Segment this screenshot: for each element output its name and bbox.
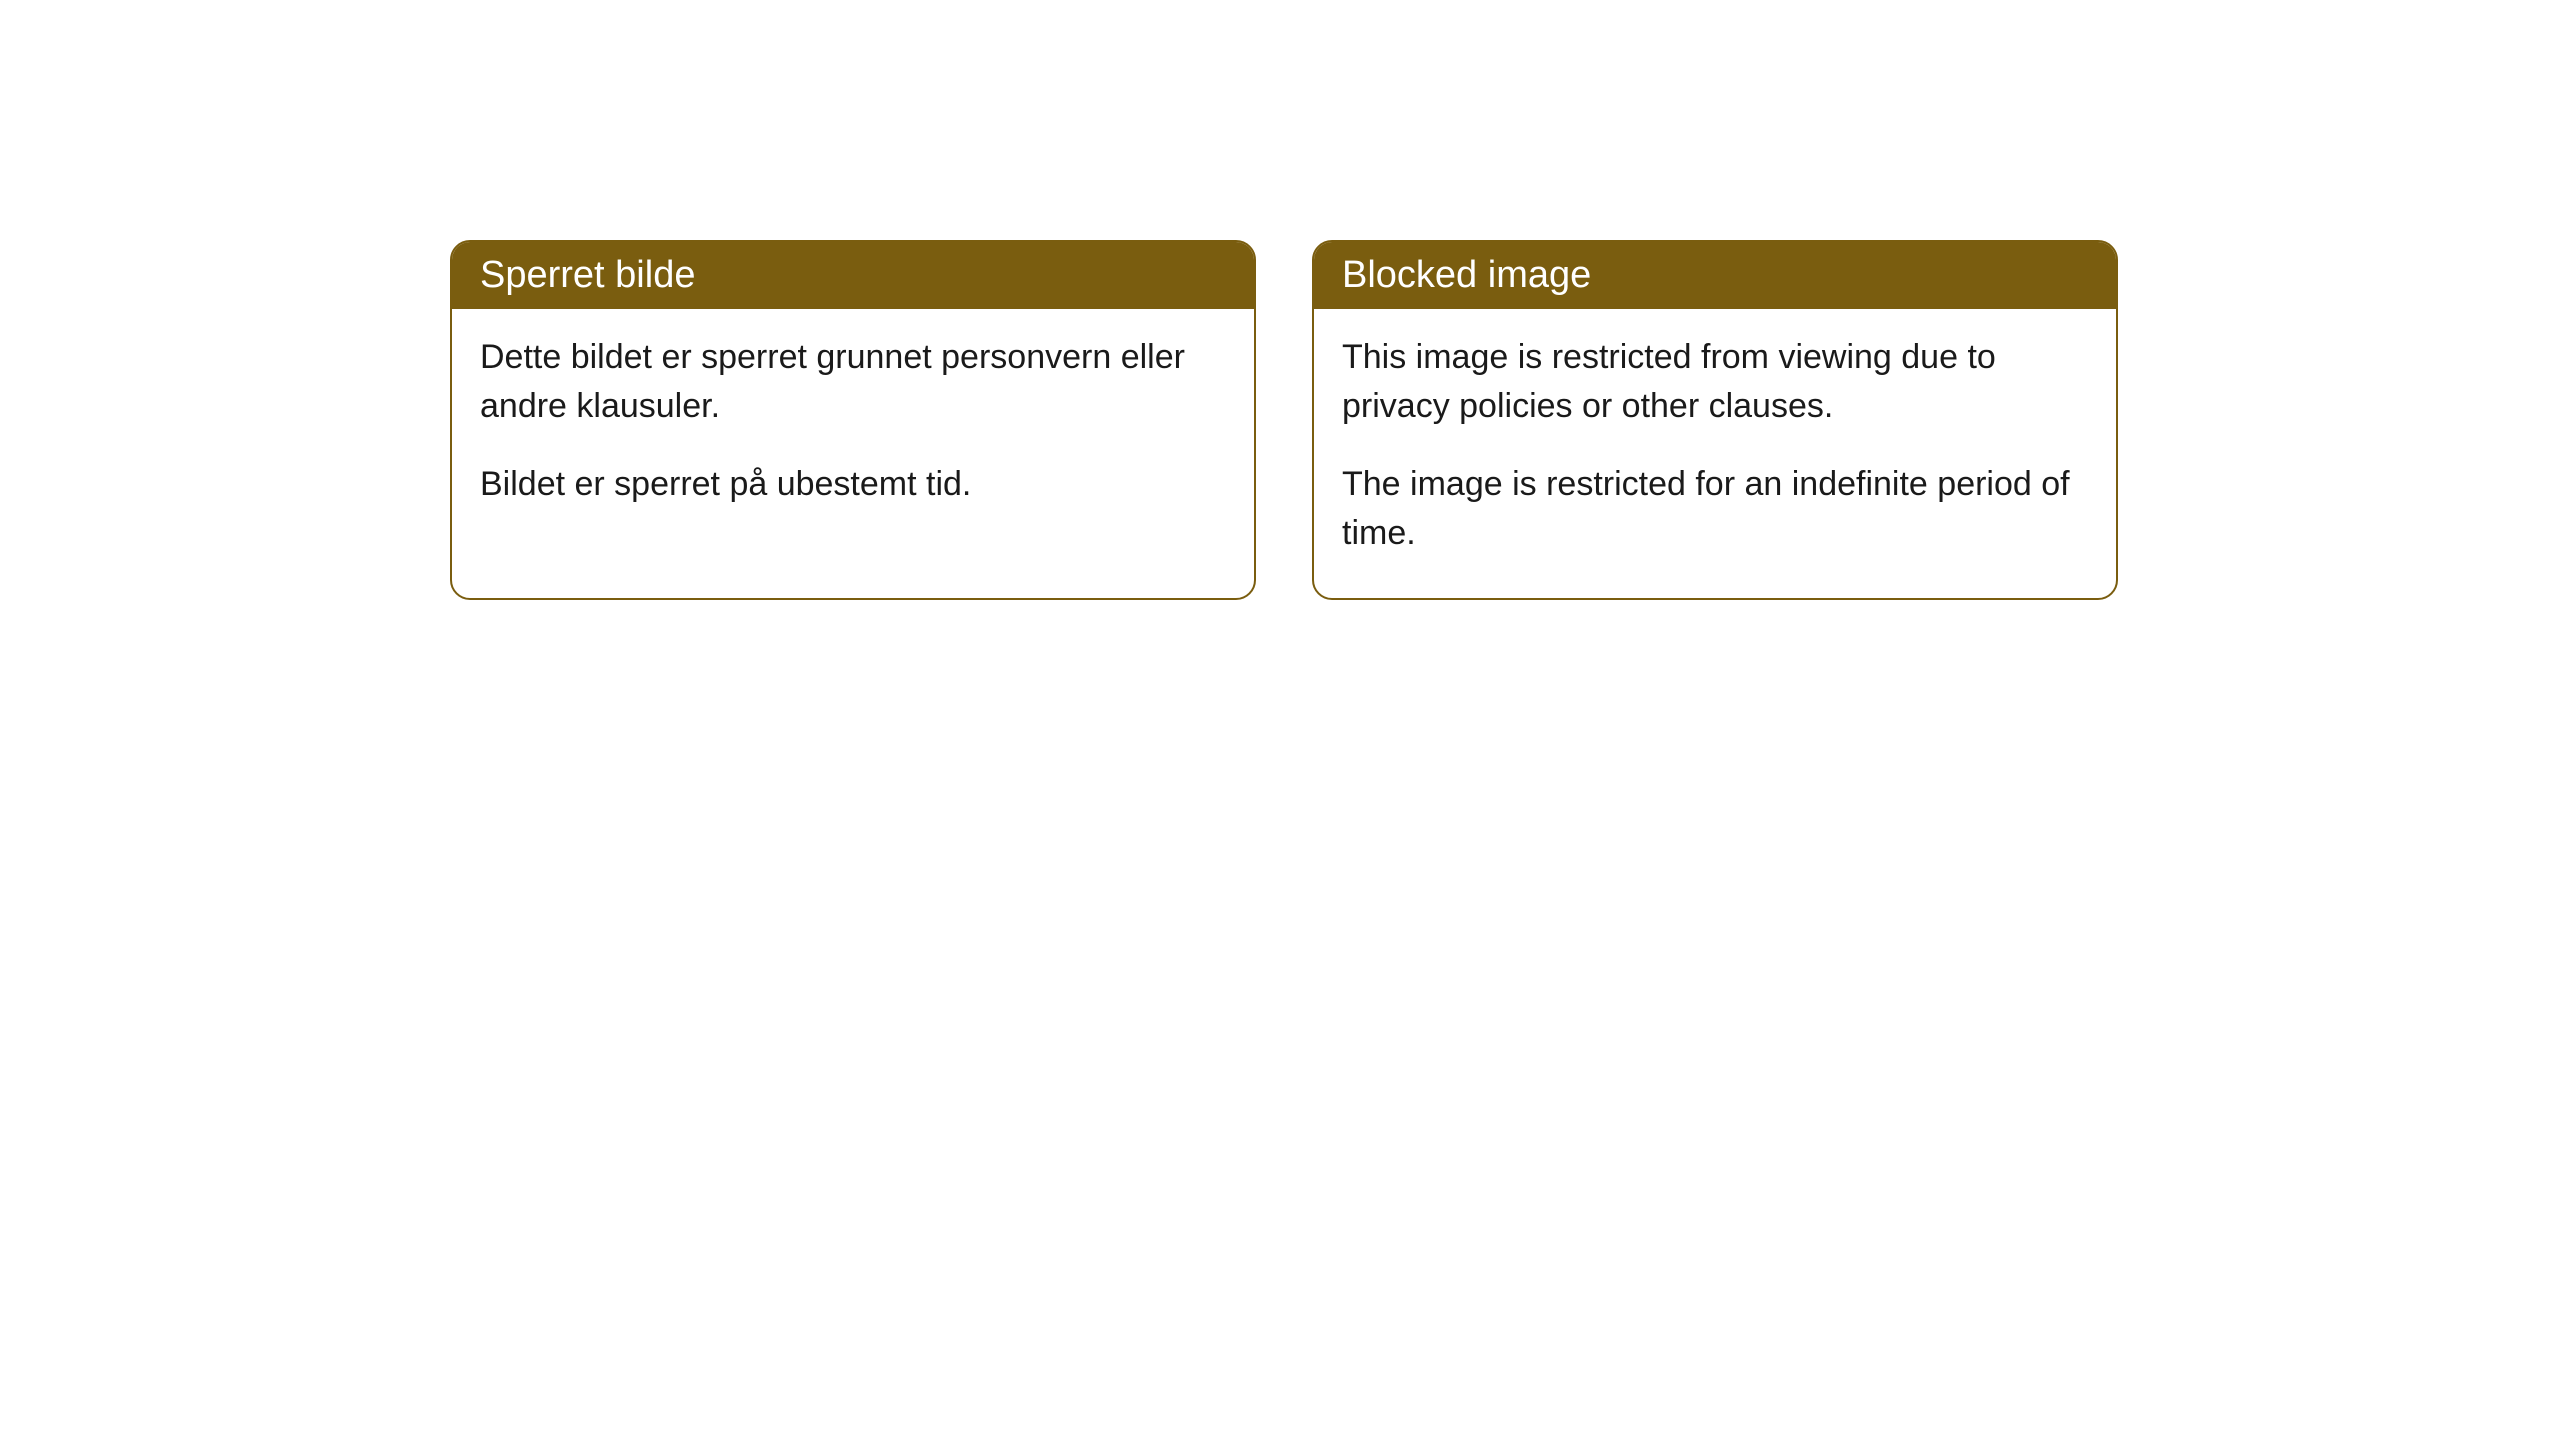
card-title: Sperret bilde — [480, 254, 695, 296]
card-header-norwegian: Sperret bilde — [452, 242, 1254, 309]
blocked-image-card-english: Blocked image This image is restricted f… — [1312, 240, 2118, 600]
notice-container: Sperret bilde Dette bildet er sperret gr… — [0, 0, 2560, 600]
card-header-english: Blocked image — [1314, 242, 2116, 309]
card-body-norwegian: Dette bildet er sperret grunnet personve… — [452, 309, 1254, 549]
blocked-image-card-norwegian: Sperret bilde Dette bildet er sperret gr… — [450, 240, 1256, 600]
card-paragraph: Dette bildet er sperret grunnet personve… — [480, 333, 1226, 432]
card-title: Blocked image — [1342, 254, 1591, 296]
card-paragraph: This image is restricted from viewing du… — [1342, 333, 2088, 432]
card-paragraph: Bildet er sperret på ubestemt tid. — [480, 460, 1226, 509]
card-body-english: This image is restricted from viewing du… — [1314, 309, 2116, 598]
card-paragraph: The image is restricted for an indefinit… — [1342, 460, 2088, 559]
